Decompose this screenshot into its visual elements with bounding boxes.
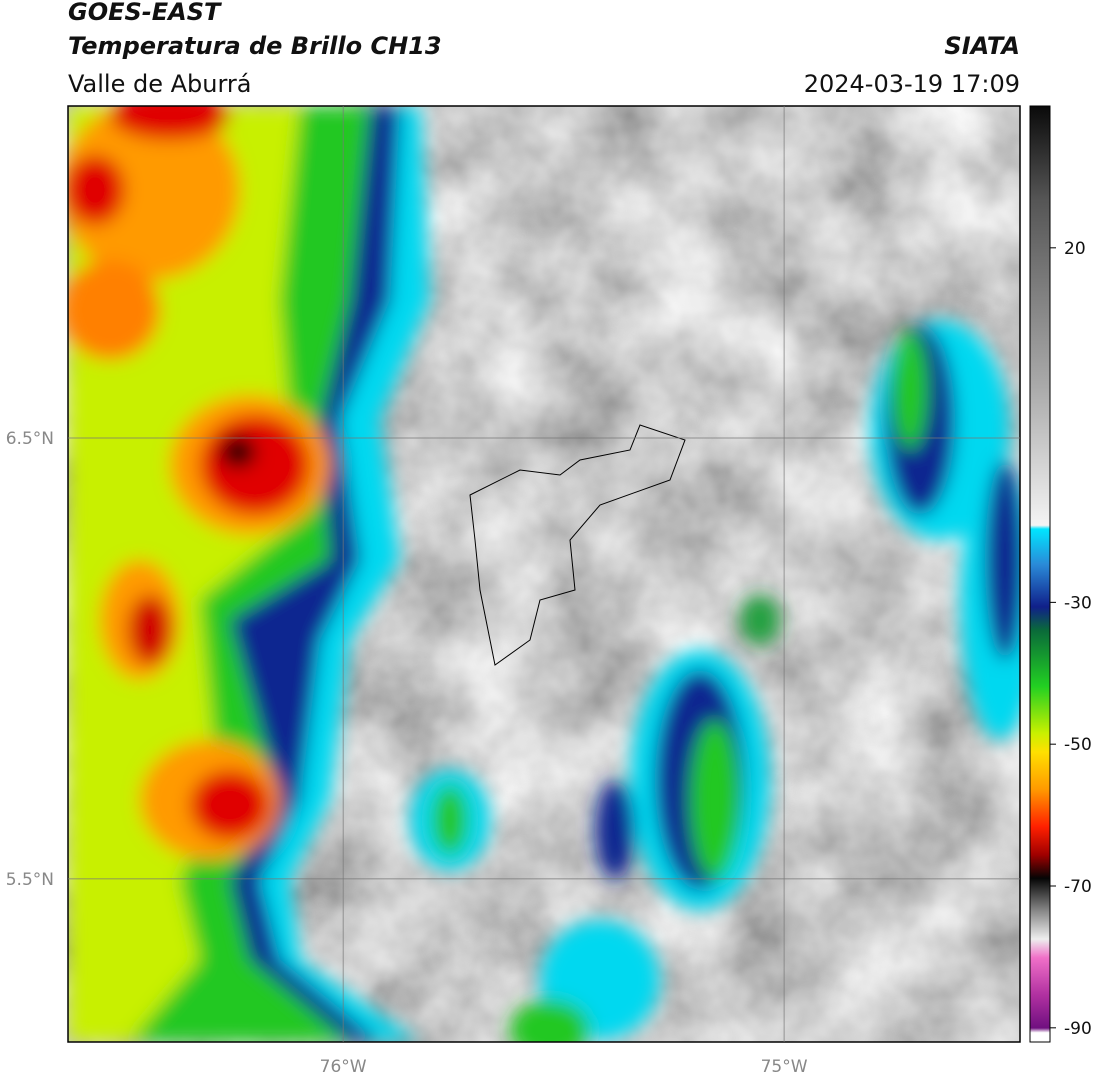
colorbar-tick-label: -50 <box>1064 735 1092 755</box>
satellite: GOES-EAST <box>68 0 222 26</box>
region: Valle de Aburrá <box>68 70 252 98</box>
colorbar-tick-label: -90 <box>1064 1019 1092 1039</box>
source: SIATA <box>944 32 1020 60</box>
colorbar <box>1029 105 1051 1043</box>
colorbar-tick-label: -30 <box>1064 593 1092 613</box>
datetime: 2024-03-19 17:09 <box>804 70 1020 98</box>
x-tick-label: 75°W <box>761 1057 808 1077</box>
y-tick-label: 6.5°N <box>6 429 54 449</box>
map-frame <box>67 105 1021 1043</box>
x-tick-label: 76°W <box>320 1057 367 1077</box>
colorbar-tick-label: 20 <box>1064 239 1086 259</box>
imagery <box>68 106 1020 1042</box>
y-tick-label: 5.5°N <box>6 870 54 890</box>
product: Temperatura de Brillo CH13 <box>68 32 442 60</box>
colorbar-tick-label: -70 <box>1064 877 1092 897</box>
